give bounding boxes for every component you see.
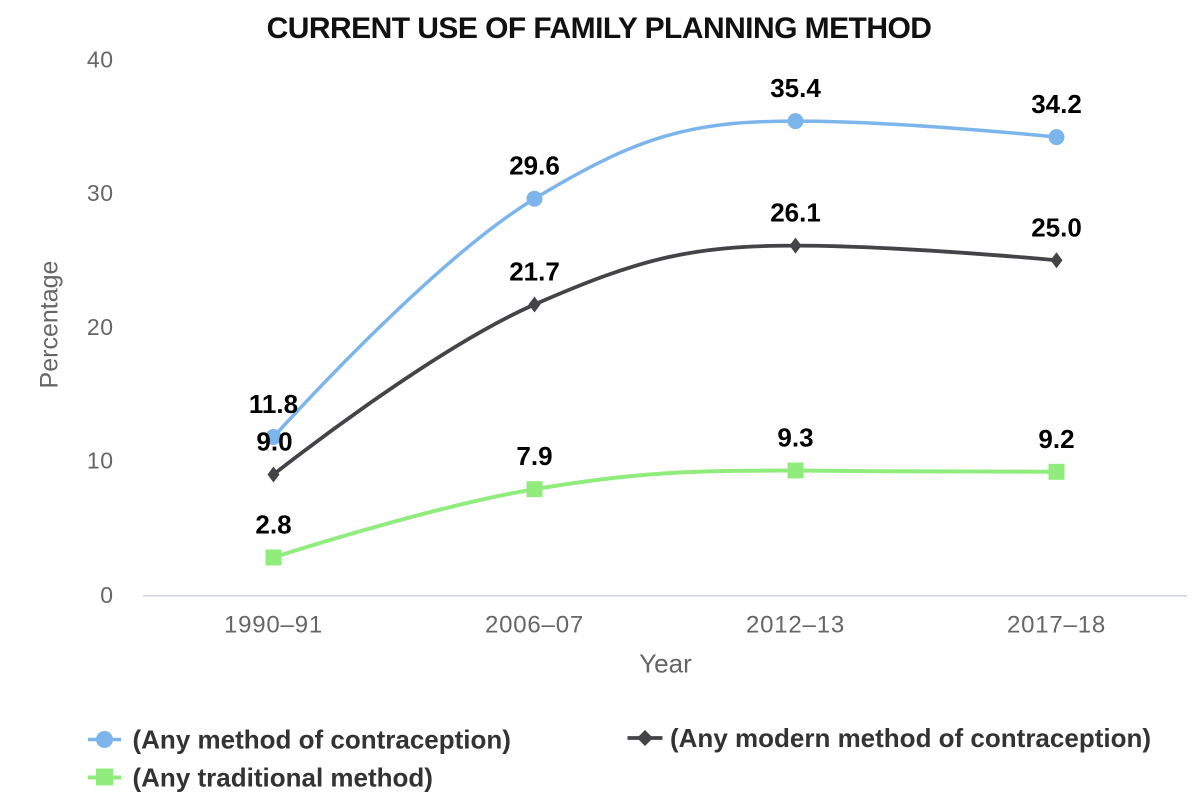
svg-text:Year: Year <box>639 649 692 679</box>
svg-text:25.0: 25.0 <box>1031 212 1082 242</box>
svg-text:(Any method of contraception): (Any method of contraception) <box>133 724 511 754</box>
svg-text:CURRENT USE OF FAMILY PLANNING: CURRENT USE OF FAMILY PLANNING METHOD <box>267 12 932 45</box>
svg-text:2006–07: 2006–07 <box>485 612 584 639</box>
svg-text:2.8: 2.8 <box>255 510 291 540</box>
svg-text:9.0: 9.0 <box>256 427 292 457</box>
svg-text:0: 0 <box>100 582 113 608</box>
svg-text:35.4: 35.4 <box>770 73 821 103</box>
svg-text:9.2: 9.2 <box>1038 424 1074 454</box>
svg-text:20: 20 <box>87 314 114 340</box>
svg-text:21.7: 21.7 <box>509 257 560 287</box>
svg-text:1990–91: 1990–91 <box>224 612 323 639</box>
svg-text:29.6: 29.6 <box>509 151 560 181</box>
svg-text:7.9: 7.9 <box>516 441 552 471</box>
svg-text:2017–18: 2017–18 <box>1007 612 1106 639</box>
svg-text:2012–13: 2012–13 <box>746 612 845 639</box>
svg-text:40: 40 <box>87 47 114 73</box>
svg-text:9.3: 9.3 <box>777 423 813 453</box>
svg-text:30: 30 <box>87 180 114 206</box>
svg-text:11.8: 11.8 <box>249 389 298 419</box>
svg-text:26.1: 26.1 <box>770 198 821 228</box>
svg-text:34.2: 34.2 <box>1031 89 1082 119</box>
svg-text:(Any modern method of contrace: (Any modern method of contraception) <box>670 723 1151 753</box>
svg-text:10: 10 <box>87 448 114 474</box>
svg-text:Percentage: Percentage <box>36 261 64 389</box>
svg-text:(Any traditional method): (Any traditional method) <box>133 762 433 792</box>
